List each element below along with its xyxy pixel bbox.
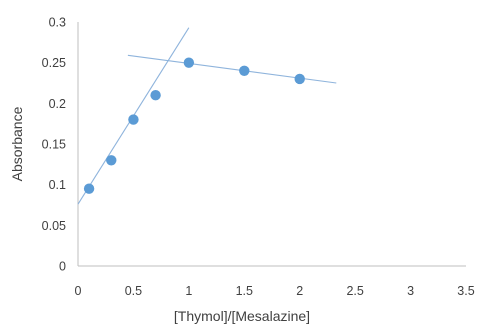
trendlines: [77, 27, 337, 205]
y-axis-title: Absorbance: [9, 106, 25, 181]
y-tick-label: 0.2: [49, 97, 66, 111]
y-tick-label: 0: [59, 260, 66, 274]
axes: [77, 22, 466, 267]
y-tick-label: 0.3: [49, 16, 66, 30]
x-tick-label: 3: [407, 284, 414, 298]
data-point: [106, 155, 117, 166]
x-axis-title: [Thymol]/[Mesalazine]: [174, 308, 310, 324]
x-tick-label: 2.5: [346, 284, 363, 298]
x-tick-label: 1.5: [236, 284, 253, 298]
data-points: [83, 57, 305, 194]
y-tick-label: 0.05: [42, 219, 66, 233]
data-point: [294, 73, 305, 85]
data-point: [239, 65, 250, 77]
x-tick-label: 2: [296, 284, 303, 298]
x-tick-label: 0: [75, 284, 82, 298]
x-tick-labels: 0 0.5 1 1.5 2 2.5 3 3.5: [75, 284, 475, 298]
y-tick-labels: 0 0.05 0.1 0.15 0.2 0.25 0.3: [42, 16, 66, 274]
x-tick-label: 0.5: [125, 284, 142, 298]
x-tick-label: 3.5: [457, 284, 474, 298]
data-point: [183, 57, 195, 68]
data-point: [150, 90, 161, 101]
data-point: [83, 183, 95, 194]
trendline-2: [127, 54, 337, 84]
x-tick-label: 1: [185, 284, 192, 298]
y-tick-label: 0.1: [49, 178, 66, 192]
data-point: [128, 114, 139, 125]
y-tick-label: 0.25: [42, 56, 66, 70]
y-tick-label: 0.15: [42, 138, 66, 152]
